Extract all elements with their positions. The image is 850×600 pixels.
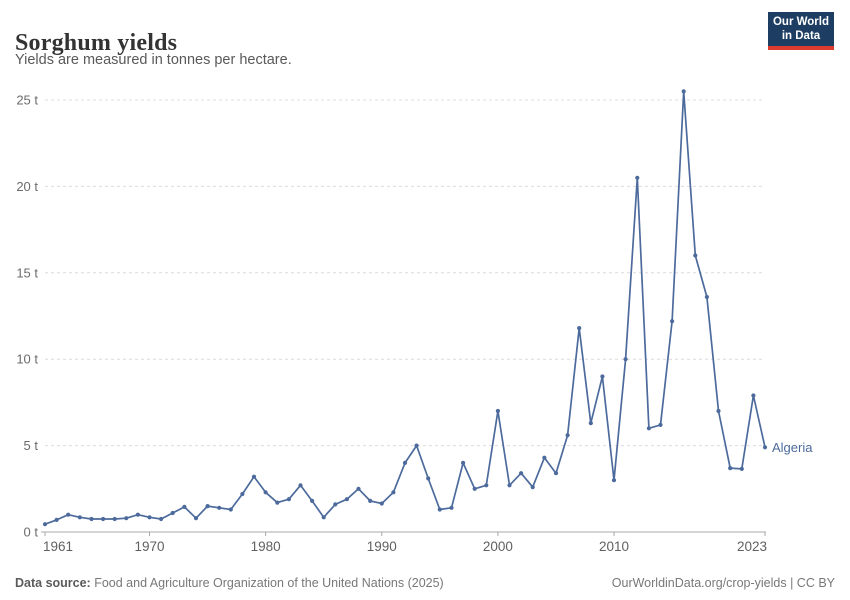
- data-point: [217, 505, 222, 510]
- owid-logo-line2: in Data: [781, 30, 821, 42]
- data-point: [286, 497, 291, 502]
- data-point: [658, 422, 663, 427]
- chart-subtitle: Yields are measured in tonnes per hectar…: [15, 52, 292, 68]
- data-point: [762, 445, 768, 450]
- data-point: [263, 490, 268, 495]
- data-point: [461, 460, 466, 465]
- data-point: [251, 474, 257, 479]
- data-point: [112, 516, 117, 522]
- data-point: [670, 319, 675, 324]
- data-point: [298, 483, 303, 488]
- data-point: [368, 498, 373, 503]
- data-point: [77, 515, 82, 520]
- data-point: [310, 498, 315, 503]
- data-point: [693, 253, 698, 258]
- data-point: [577, 326, 582, 331]
- data-point: [205, 504, 210, 509]
- data-point: [600, 374, 605, 379]
- data-point: [135, 512, 140, 517]
- data-point: [101, 516, 106, 522]
- owid-logo[interactable]: Our World in Data: [768, 12, 834, 50]
- data-point: [147, 515, 152, 520]
- x-tick-label: 1970: [134, 539, 164, 554]
- data-point: [449, 505, 454, 510]
- data-point: [228, 507, 233, 512]
- data-point: [588, 421, 593, 426]
- data-point: [42, 522, 48, 527]
- data-point: [344, 497, 349, 502]
- data-point: [426, 476, 431, 481]
- data-point: [635, 175, 640, 180]
- data-point: [646, 426, 652, 431]
- data-source-label: Data source:: [15, 576, 91, 590]
- data-point: [124, 516, 129, 521]
- data-point: [356, 486, 361, 491]
- data-point: [623, 357, 628, 362]
- data-source-text: Food and Agriculture Organization of the…: [90, 576, 444, 590]
- data-point: [728, 466, 733, 471]
- owid-logo-line1: Our World: [772, 15, 829, 28]
- data-point: [170, 510, 175, 516]
- data-point: [275, 500, 280, 505]
- data-point: [391, 490, 396, 495]
- data-point: [716, 408, 721, 414]
- data-point: [530, 485, 535, 490]
- x-tick-label: 2000: [483, 539, 513, 554]
- data-point: [321, 515, 326, 520]
- data-point: [66, 512, 71, 517]
- data-point: [472, 486, 477, 491]
- data-point: [333, 502, 338, 507]
- data-point: [542, 455, 547, 460]
- chart-footer: Data source: Food and Agriculture Organi…: [15, 576, 835, 590]
- footer-link[interactable]: OurWorldinData.org/crop-yields | CC BY: [611, 576, 835, 590]
- x-tick-label: 2023: [737, 539, 767, 554]
- line-chart-svg[interactable]: 0 t 5 t 10 t 15 t 20 t 25 t 1961 1970 1980 1990 20…: [0, 80, 850, 555]
- data-source: Data source: Food and Agriculture Organi…: [15, 576, 444, 590]
- data-point: [704, 294, 710, 300]
- y-tick-label: 15 t: [16, 265, 38, 280]
- data-point: [89, 516, 94, 522]
- data-point: [681, 89, 686, 94]
- data-point: [54, 517, 59, 522]
- data-point: [507, 483, 512, 488]
- y-tick-label: 10 t: [16, 352, 38, 367]
- data-point: [379, 501, 384, 506]
- data-point: [437, 507, 442, 512]
- y-tick-label: 0 t: [24, 525, 39, 540]
- data-point: [611, 478, 617, 483]
- series-end-label[interactable]: Algeria: [772, 440, 813, 455]
- x-tick-label: 1961: [43, 539, 73, 554]
- data-point: [159, 516, 164, 522]
- data-point: [182, 504, 187, 509]
- data-point: [402, 460, 408, 465]
- data-point: [414, 443, 419, 448]
- data-point: [739, 466, 744, 471]
- y-tick-label: 20 t: [16, 179, 38, 194]
- data-point: [484, 483, 489, 488]
- data-point: [240, 491, 245, 497]
- page-title: Sorghum yields: [15, 30, 178, 57]
- y-tick-label: 5 t: [24, 438, 39, 453]
- data-point: [495, 408, 500, 414]
- data-point: [553, 471, 559, 476]
- x-tick-label: 2010: [599, 539, 629, 554]
- data-point: [751, 393, 756, 398]
- x-tick-label: 1990: [367, 539, 397, 554]
- line-chart[interactable]: 0 t 5 t 10 t 15 t 20 t 25 t 1961 1970 1980 1990 20…: [0, 80, 850, 555]
- data-point: [565, 433, 570, 438]
- y-tick-label: 25 t: [16, 93, 38, 108]
- data-point: [193, 516, 199, 521]
- data-point: [519, 471, 524, 476]
- x-tick-label: 1980: [251, 539, 281, 554]
- series-line-algeria: [44, 90, 766, 525]
